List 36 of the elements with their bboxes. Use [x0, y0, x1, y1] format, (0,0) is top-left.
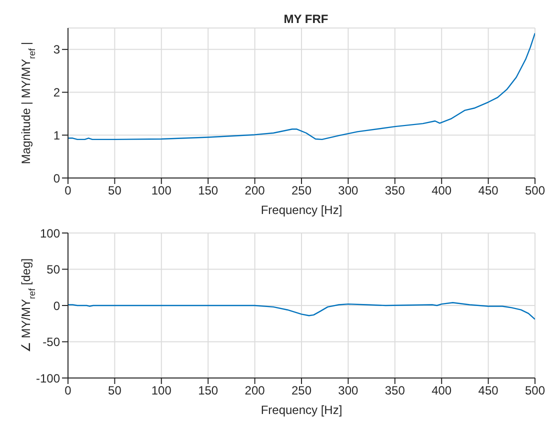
x-tick-label: 400	[432, 384, 452, 398]
x-tick-label: 50	[108, 184, 122, 198]
x-tick-label: 500	[524, 384, 546, 398]
x-tick-label: 300	[338, 184, 359, 198]
x-tick-label: 150	[198, 184, 218, 198]
x-tick-label: 200	[244, 384, 266, 398]
line-series	[68, 32, 535, 140]
x-tick-label: 450	[478, 184, 499, 198]
y-tick-label: 50	[46, 262, 60, 277]
x-tick-label: 450	[478, 384, 499, 398]
y-tick-label: 100	[40, 226, 60, 240]
line-series	[68, 302, 535, 320]
y-tick-label: -100	[36, 371, 60, 386]
chart-title: MY FRF	[284, 12, 328, 26]
x-tick-label: 100	[151, 384, 172, 398]
x-tick-label: 150	[198, 384, 218, 398]
x-tick-label: 50	[108, 384, 122, 398]
x-tick-label: 500	[524, 184, 546, 198]
x-axis-title: Frequency [Hz]	[260, 203, 342, 217]
x-tick-label: 250	[291, 384, 312, 398]
y-tick-label: -50	[42, 335, 60, 350]
y-tick-label: 0	[53, 298, 60, 313]
x-tick-label: 400	[432, 184, 452, 198]
y-tick-label: 0	[53, 171, 60, 186]
y-tick-label: 2	[53, 86, 60, 100]
x-tick-label: 0	[64, 184, 72, 198]
x-tick-label: 250	[291, 184, 312, 198]
y-tick-label: 3	[53, 42, 60, 57]
y-tick-label: 1	[53, 128, 60, 142]
x-tick-label: 100	[151, 184, 172, 198]
x-tick-label: 0	[64, 384, 72, 398]
x-tick-label: 350	[384, 184, 406, 198]
x-axis-title: Frequency [Hz]	[260, 403, 342, 417]
x-tick-label: 300	[338, 384, 359, 398]
x-tick-label: 200	[244, 184, 266, 198]
x-tick-label: 350	[384, 384, 406, 398]
